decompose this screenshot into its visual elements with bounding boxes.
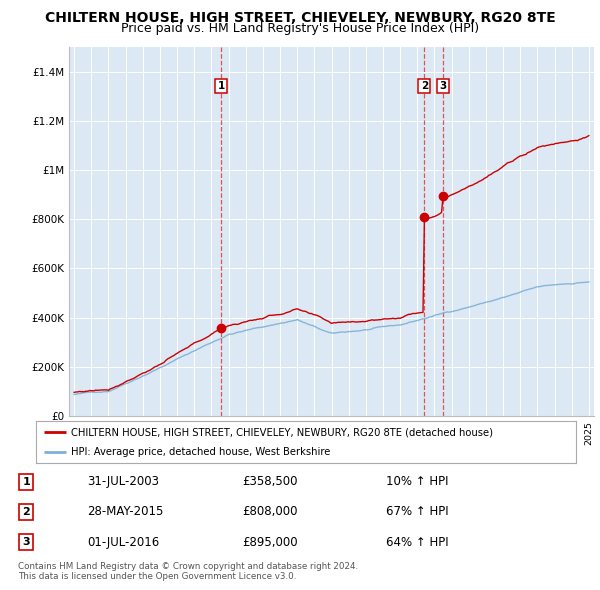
Text: 10% ↑ HPI: 10% ↑ HPI xyxy=(386,475,449,488)
Text: 2: 2 xyxy=(23,507,30,517)
Text: CHILTERN HOUSE, HIGH STREET, CHIEVELEY, NEWBURY, RG20 8TE: CHILTERN HOUSE, HIGH STREET, CHIEVELEY, … xyxy=(44,11,556,25)
Text: 31-JUL-2003: 31-JUL-2003 xyxy=(87,475,159,488)
Text: £808,000: £808,000 xyxy=(242,505,298,519)
Text: CHILTERN HOUSE, HIGH STREET, CHIEVELEY, NEWBURY, RG20 8TE (detached house): CHILTERN HOUSE, HIGH STREET, CHIEVELEY, … xyxy=(71,427,493,437)
Text: 3: 3 xyxy=(439,81,446,91)
Text: 1: 1 xyxy=(218,81,225,91)
Text: 2: 2 xyxy=(421,81,428,91)
Text: 67% ↑ HPI: 67% ↑ HPI xyxy=(386,505,449,519)
Text: Contains HM Land Registry data © Crown copyright and database right 2024.
This d: Contains HM Land Registry data © Crown c… xyxy=(18,562,358,581)
Text: £358,500: £358,500 xyxy=(242,475,298,488)
Text: HPI: Average price, detached house, West Berkshire: HPI: Average price, detached house, West… xyxy=(71,447,331,457)
Text: Price paid vs. HM Land Registry's House Price Index (HPI): Price paid vs. HM Land Registry's House … xyxy=(121,22,479,35)
Text: 1: 1 xyxy=(23,477,30,487)
Text: 28-MAY-2015: 28-MAY-2015 xyxy=(87,505,163,519)
Text: 64% ↑ HPI: 64% ↑ HPI xyxy=(386,536,449,549)
Text: 3: 3 xyxy=(23,537,30,547)
Text: £895,000: £895,000 xyxy=(242,536,298,549)
Text: 01-JUL-2016: 01-JUL-2016 xyxy=(87,536,159,549)
